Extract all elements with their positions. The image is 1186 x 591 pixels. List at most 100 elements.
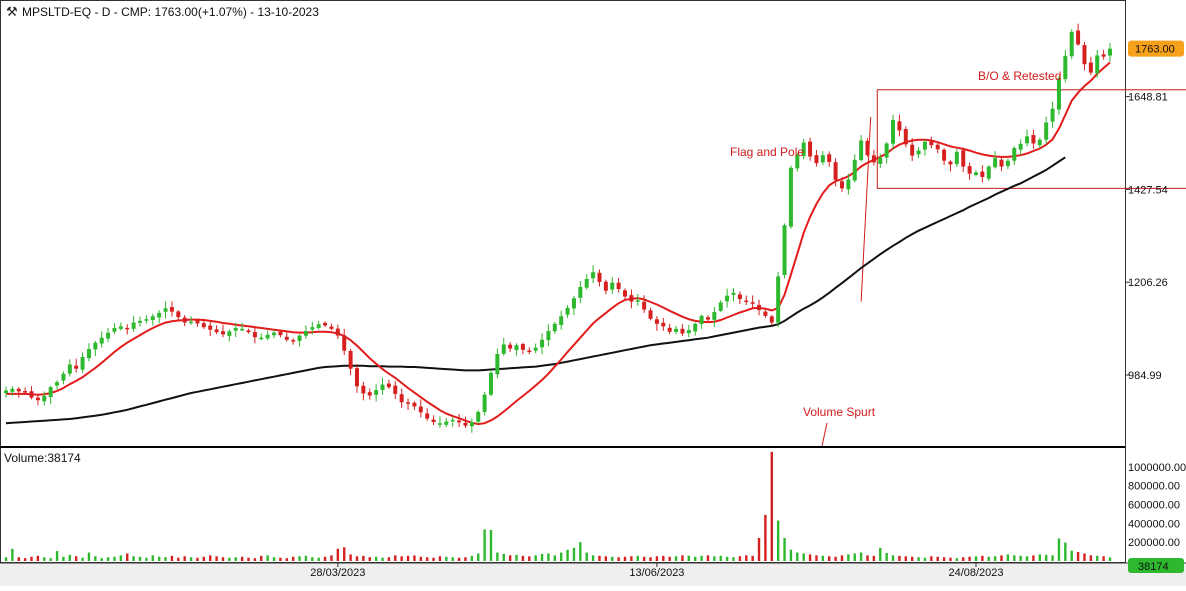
- candle: [993, 151, 998, 169]
- volume-tick-label: 200000.00: [1128, 537, 1180, 549]
- candle: [297, 334, 302, 347]
- candle: [661, 317, 666, 331]
- candle: [1025, 129, 1030, 147]
- volume-bar: [177, 557, 180, 561]
- candle: [182, 315, 187, 327]
- candle: [591, 265, 596, 284]
- volume-bar: [394, 555, 397, 561]
- volume-bar: [840, 555, 844, 561]
- volume-bar: [489, 529, 493, 561]
- volume-bar: [1019, 555, 1022, 561]
- volume-bar: [323, 556, 327, 561]
- candle: [10, 386, 15, 396]
- volume-bar: [1108, 557, 1112, 561]
- candle: [776, 272, 781, 327]
- candle: [431, 415, 436, 426]
- volume-bar: [432, 557, 435, 561]
- volume-bar: [853, 553, 856, 561]
- volume-bar: [611, 556, 614, 561]
- volume-bar: [713, 556, 716, 561]
- volume-label: Volume:38174: [4, 451, 81, 465]
- candle: [144, 315, 149, 324]
- volume-bar: [808, 554, 812, 561]
- candle: [897, 114, 902, 137]
- volume-bar: [789, 549, 793, 561]
- volume-bar: [847, 554, 850, 561]
- volume-bar: [362, 555, 365, 561]
- candle: [374, 384, 379, 402]
- candle: [1018, 139, 1023, 156]
- candle: [546, 324, 551, 347]
- volume-bar: [336, 548, 340, 561]
- candle: [163, 301, 168, 319]
- candle: [846, 173, 851, 195]
- candle: [814, 149, 819, 167]
- volume-bar: [879, 547, 882, 561]
- candle: [973, 170, 978, 177]
- annotations-layer: Flag and Pole B/O & Retested Volume Spurt: [730, 69, 1061, 447]
- volume-bar: [706, 555, 710, 561]
- volume-bar: [1070, 550, 1073, 561]
- candle: [1050, 101, 1055, 129]
- candle: [891, 114, 896, 150]
- candle: [788, 165, 793, 229]
- candle: [910, 138, 915, 161]
- wrench-icon[interactable]: ⚒: [6, 4, 18, 19]
- last-volume-label: 38174: [1138, 561, 1169, 573]
- candle: [986, 165, 991, 182]
- volume-bar: [866, 555, 869, 561]
- volume-bar: [387, 557, 391, 561]
- candle: [533, 343, 538, 354]
- fast-moving-average-line: [6, 61, 1111, 426]
- candle: [763, 308, 768, 318]
- candle: [284, 331, 289, 342]
- date-tick-label: 28/03/2023: [310, 567, 365, 579]
- volume-bar: [604, 556, 608, 561]
- volume-bar: [738, 556, 742, 561]
- candle: [220, 324, 225, 338]
- candle: [291, 338, 296, 345]
- candle: [412, 401, 417, 410]
- candle: [189, 316, 194, 325]
- volume-bar: [438, 556, 442, 561]
- candle: [406, 398, 411, 410]
- volume-bar: [483, 529, 486, 561]
- candle: [520, 342, 525, 355]
- candle: [157, 310, 162, 324]
- volume-bar: [272, 557, 276, 561]
- candle: [623, 288, 628, 301]
- candle: [138, 316, 143, 327]
- date-tick-label: 13/06/2023: [629, 567, 684, 579]
- volume-bar: [23, 558, 27, 561]
- volume-bar: [234, 557, 237, 561]
- volume-bar: [374, 556, 378, 561]
- candle: [1012, 146, 1017, 165]
- candle: [42, 391, 47, 406]
- volume-bars-layer: [4, 451, 1112, 561]
- volume-tick-label: 400000.00: [1128, 518, 1180, 530]
- volume-bar: [215, 556, 218, 561]
- volume-bar: [764, 514, 767, 561]
- volume-bar: [725, 556, 729, 561]
- volume-bar: [821, 555, 825, 561]
- candle: [55, 380, 60, 390]
- candle: [501, 337, 506, 356]
- volume-bar: [11, 548, 14, 561]
- candle: [1101, 49, 1106, 60]
- candle: [418, 399, 423, 418]
- volume-bar: [949, 557, 952, 561]
- last-price-badge: [1128, 40, 1184, 57]
- candle: [667, 323, 672, 334]
- candle: [342, 328, 347, 356]
- volume-bar: [266, 555, 269, 561]
- candle: [252, 325, 257, 344]
- candle: [208, 321, 213, 337]
- candle: [457, 413, 462, 428]
- candle: [948, 160, 953, 172]
- candle: [201, 319, 206, 329]
- volume-bar: [502, 553, 505, 561]
- candle: [329, 323, 334, 331]
- volume-bar: [304, 555, 308, 561]
- volume-bar: [1006, 554, 1010, 561]
